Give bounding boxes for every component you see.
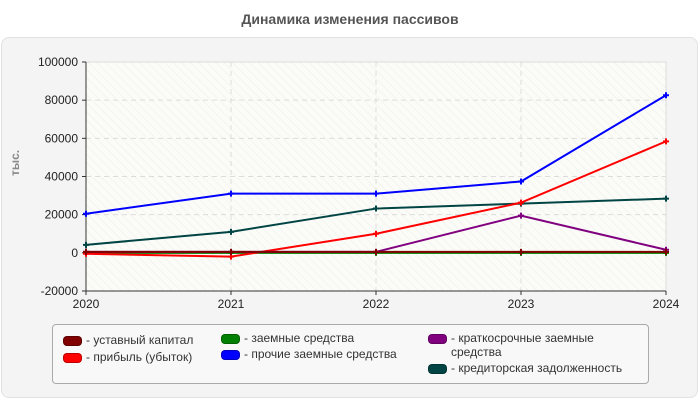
data-point-marker	[228, 228, 234, 235]
legend-item-short-term-borrowed: - краткосрочные заемные средства	[428, 331, 594, 359]
series-lines	[83, 92, 669, 260]
legend: - уставный капитал - прибыль (убыток) - …	[52, 324, 649, 384]
legend-swatch-icon	[63, 336, 82, 346]
data-point-marker	[228, 248, 234, 255]
y-tick-label: 0	[71, 246, 78, 260]
y-axis-label: тыс.	[8, 149, 22, 176]
y-tick-label: 40000	[45, 170, 79, 184]
data-point-marker	[518, 212, 524, 219]
legend-swatch-icon	[221, 350, 240, 360]
legend-item-charter-capital: - уставный капитал	[63, 333, 193, 347]
data-point-marker	[518, 248, 524, 255]
data-point-marker	[83, 210, 89, 217]
legend-item-accounts-payable: - кредиторская задолженность	[428, 361, 622, 375]
data-point-marker	[663, 92, 669, 99]
data-point-marker	[373, 205, 379, 212]
y-tick-label: 60000	[45, 131, 79, 145]
data-point-marker	[373, 190, 379, 197]
x-tick-label: 2021	[218, 297, 245, 311]
data-point-marker	[663, 138, 669, 145]
chart-title: Динамика изменения пассивов	[241, 11, 459, 27]
x-tick-label: 2024	[653, 297, 680, 311]
data-point-marker	[228, 190, 234, 197]
x-tick-label: 2020	[73, 297, 100, 311]
y-tick-label: 20000	[45, 208, 79, 222]
legend-swatch-icon	[221, 334, 240, 344]
y-tick-label: -20000	[41, 284, 79, 298]
data-point-marker	[518, 199, 524, 206]
data-point-marker	[373, 248, 379, 255]
y-tick-label: 80000	[45, 93, 79, 107]
x-tick-label: 2022	[363, 297, 390, 311]
legend-item-borrowed-funds: - заемные средства	[221, 331, 354, 345]
data-point-marker	[83, 241, 89, 248]
data-point-marker	[663, 248, 669, 255]
legend-swatch-icon	[63, 353, 82, 363]
x-tick-label: 2023	[508, 297, 535, 311]
data-point-marker	[663, 195, 669, 202]
legend-swatch-icon	[428, 334, 447, 344]
legend-swatch-icon	[428, 364, 447, 374]
data-point-marker	[518, 178, 524, 185]
legend-item-other-borrowed: - прочие заемные средства	[221, 347, 397, 361]
data-point-marker	[373, 230, 379, 237]
data-point-marker	[83, 248, 89, 255]
y-tick-label: 100000	[38, 55, 78, 69]
axes: -20000 0 20000 40000 60000 80000 100000 2020 202…	[38, 55, 680, 311]
legend-item-profit: - прибыль (убыток)	[63, 350, 192, 364]
